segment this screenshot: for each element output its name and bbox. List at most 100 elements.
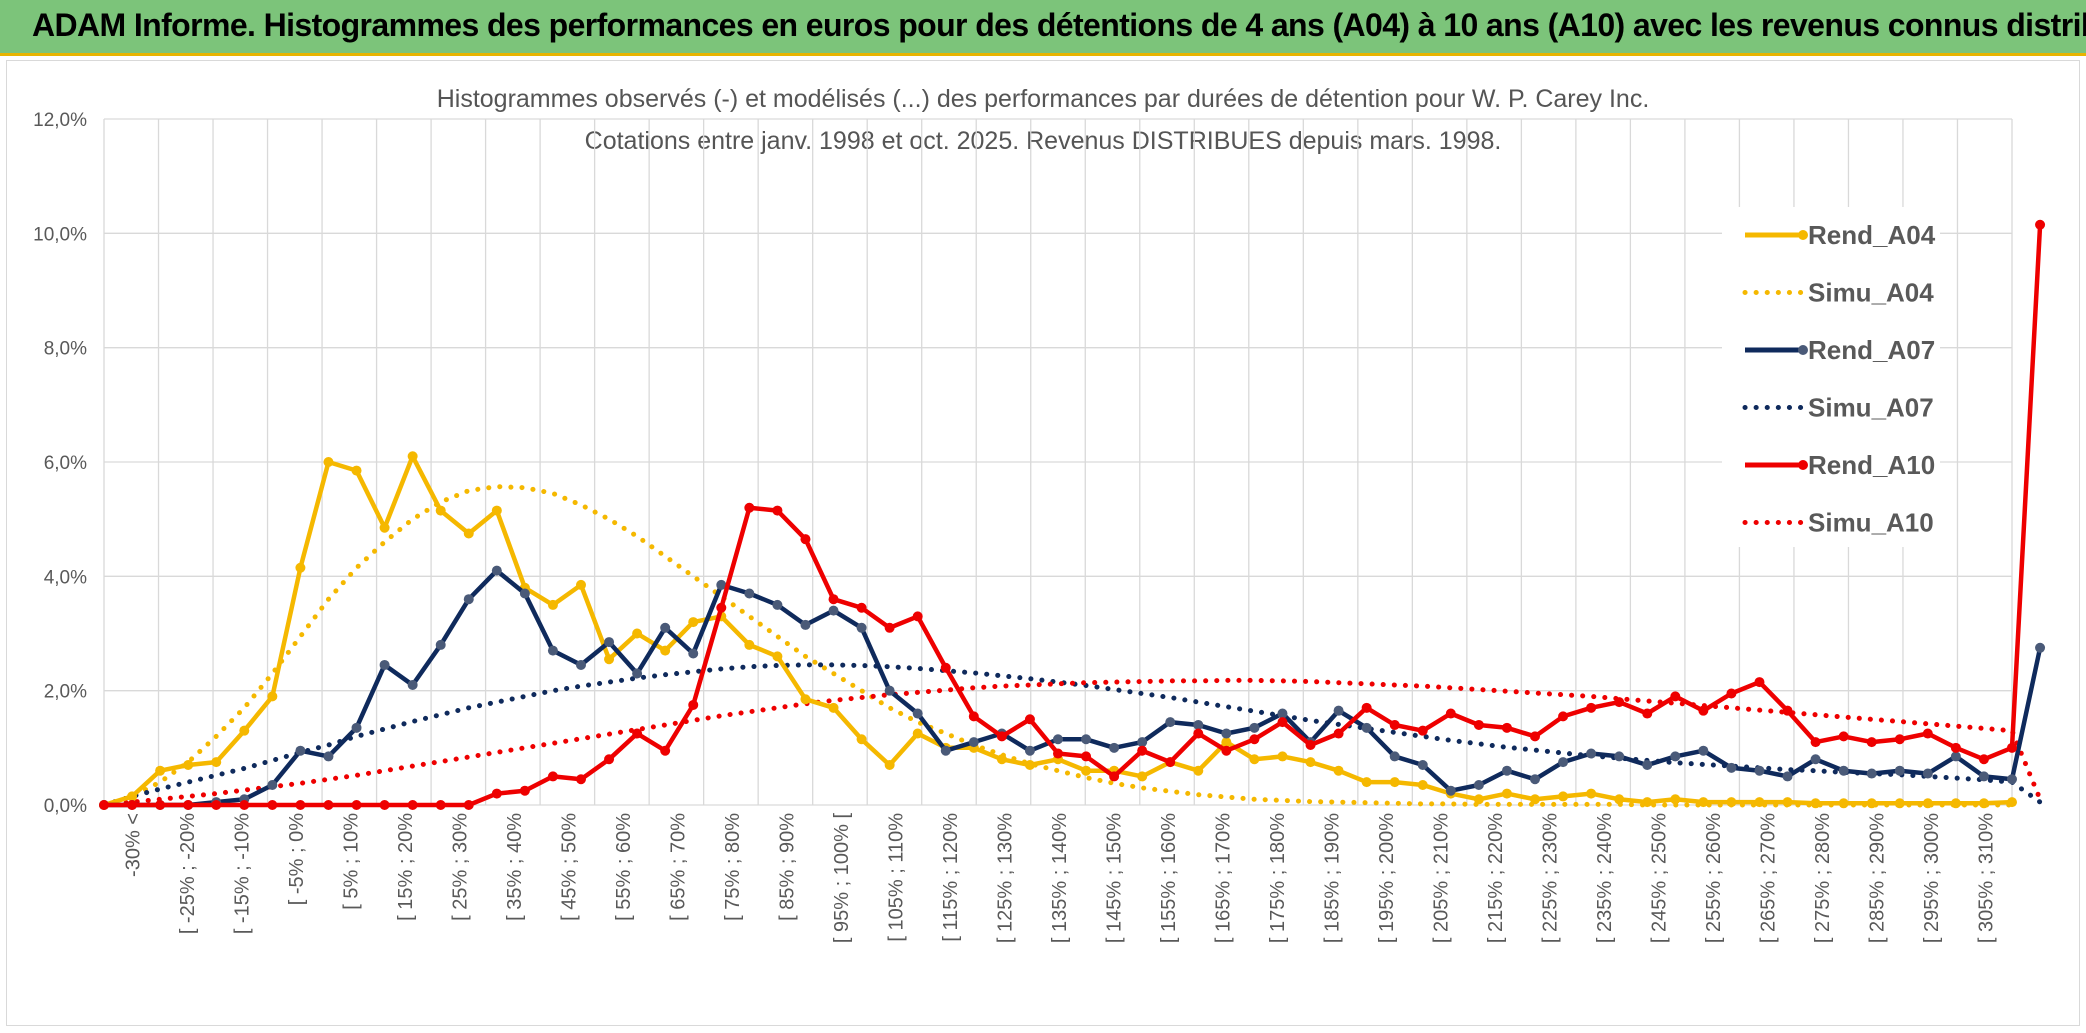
y-tick-label: 0,0% <box>44 796 87 817</box>
x-tick-label: [ 185% ; 190% <box>1322 813 1344 943</box>
data-point <box>1305 757 1316 768</box>
data-point <box>1838 798 1849 809</box>
data-point <box>968 737 979 748</box>
x-tick-label: [ 15% ; 20% <box>395 813 417 921</box>
data-point <box>407 800 418 810</box>
x-tick-label: [ 205% ; 210% <box>1431 813 1453 943</box>
data-point <box>2007 797 2017 808</box>
data-point <box>491 565 502 576</box>
data-point <box>1978 798 1989 809</box>
data-point <box>660 745 671 756</box>
data-point <box>856 734 867 745</box>
x-tick-label: [ 95% ; 100% [ <box>831 813 853 944</box>
data-point <box>1473 779 1484 790</box>
data-point <box>1698 797 1709 808</box>
data-point <box>1081 765 1092 776</box>
data-point <box>1726 797 1737 808</box>
data-point <box>463 528 474 539</box>
data-point <box>1586 788 1597 799</box>
x-tick-label: [ 195% ; 200% <box>1376 813 1398 943</box>
data-point <box>239 725 250 736</box>
data-point <box>1221 737 1232 748</box>
data-point <box>800 619 811 630</box>
series-line <box>101 484 2015 808</box>
data-point <box>1726 762 1737 773</box>
data-point <box>828 605 839 616</box>
data-point <box>1782 797 1793 808</box>
data-point <box>1109 771 1120 782</box>
y-tick-label: 4,0% <box>44 567 87 588</box>
x-tick-label: [ 275% ; 280% <box>1812 813 1834 943</box>
data-point <box>800 534 811 545</box>
legend-marker <box>1798 345 1808 355</box>
data-point <box>744 588 755 599</box>
x-axis: -30% < [ -25% ; -20% [ -15% ; -10% [ -5% ; … <box>122 813 1997 944</box>
data-point <box>632 728 643 739</box>
x-tick-label: [ 295% ; 300% <box>1921 813 1943 943</box>
legend-marker <box>1798 460 1808 470</box>
data-point <box>1333 705 1344 716</box>
data-point <box>772 505 783 516</box>
data-point <box>1978 771 1989 782</box>
data-point <box>1586 748 1597 759</box>
data-point <box>1894 734 1905 745</box>
data-point <box>1950 798 1961 809</box>
data-point <box>1473 794 1484 805</box>
data-point <box>716 579 727 590</box>
data-point <box>1445 785 1456 796</box>
x-tick-label: [ 65% ; 70% <box>667 813 689 921</box>
data-point <box>1193 728 1204 739</box>
data-point <box>1670 751 1681 762</box>
banner-title: ADAM Informe. Histogrammes des performan… <box>32 7 2086 43</box>
data-point <box>912 728 923 739</box>
data-point <box>884 685 895 696</box>
data-point <box>1782 705 1793 716</box>
x-tick-label: [ 45% ; 50% <box>558 813 580 921</box>
data-point <box>1053 734 1063 745</box>
data-point <box>1698 705 1709 716</box>
x-tick-label: [ 35% ; 40% <box>504 813 526 921</box>
x-tick-label: [ -25% ; -20% <box>177 813 199 934</box>
series-line <box>101 662 2043 808</box>
data-point <box>379 659 390 670</box>
data-point <box>323 751 334 762</box>
data-point <box>295 745 306 756</box>
data-point <box>127 791 138 802</box>
data-point <box>1558 711 1569 722</box>
data-point <box>267 691 278 702</box>
data-point <box>604 754 615 765</box>
data-point <box>660 622 671 633</box>
series-rend-a07 <box>99 565 2046 810</box>
data-point <box>968 711 979 722</box>
data-point <box>1361 722 1372 733</box>
data-point <box>1866 768 1877 779</box>
x-tick-label: [ 235% ; 240% <box>1594 813 1616 943</box>
series-line <box>101 677 2043 808</box>
data-point <box>1361 777 1372 788</box>
data-point <box>1558 757 1569 768</box>
data-point <box>2035 219 2046 230</box>
y-tick-label: 12,0% <box>33 110 87 131</box>
chart-title-line2: Cotations entre janv. 1998 et oct. 2025.… <box>584 127 1502 155</box>
x-tick-label: [ 135% ; 140% <box>1049 813 1071 943</box>
data-point <box>1950 751 1961 762</box>
data-point <box>912 708 923 719</box>
y-tick-label: 10,0% <box>33 224 87 245</box>
data-point <box>407 679 418 690</box>
data-point <box>828 702 839 713</box>
data-point <box>1894 798 1905 809</box>
data-point <box>379 522 390 533</box>
series-rend-a10 <box>99 219 2046 810</box>
data-point <box>1950 742 1961 753</box>
data-point <box>267 800 278 810</box>
data-point <box>1024 745 1035 756</box>
legend-label: Rend_A10 <box>1808 450 1935 480</box>
data-point <box>1810 737 1821 748</box>
y-axis: 0,0% 2,0% 4,0% 6,0% 8,0% 10,0% 12,0% <box>33 110 87 817</box>
data-point <box>1726 688 1737 699</box>
data-point <box>1614 794 1625 805</box>
x-tick-label: [ 55% ; 60% <box>613 813 635 921</box>
series-rend-a04 <box>99 451 2017 810</box>
data-point <box>1193 719 1204 730</box>
